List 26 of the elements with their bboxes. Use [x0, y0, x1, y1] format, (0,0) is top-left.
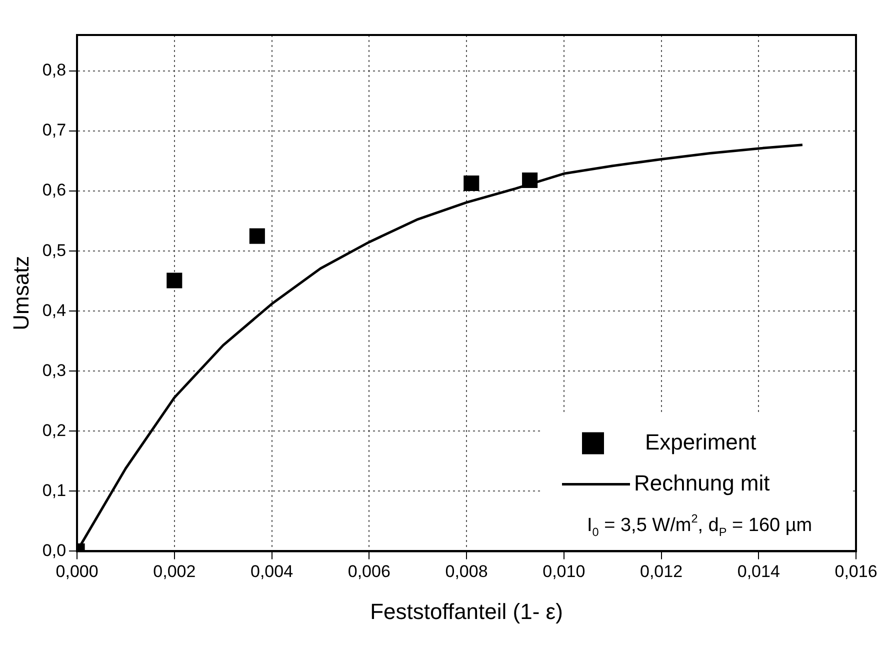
- x-tick-label: 0,008: [445, 562, 488, 582]
- x-tick-label: 0,004: [250, 562, 294, 582]
- y-tick-label: 0,8: [42, 60, 66, 80]
- x-tick-label: 0,010: [542, 562, 586, 582]
- x-tick-label: 0,006: [348, 562, 390, 582]
- y-tick-label: 0,2: [42, 420, 66, 440]
- y-tick-label: 0,7: [42, 120, 66, 140]
- point: [464, 175, 480, 192]
- x-tick-label: 0,000: [56, 562, 98, 582]
- legend-label: Rechnung mit: [634, 470, 770, 496]
- x-axis-title: Feststoffanteil (1- ε): [370, 598, 563, 624]
- y-tick-label: 0,5: [42, 240, 66, 260]
- x-tick-label: 0,012: [640, 562, 683, 582]
- point: [166, 272, 182, 288]
- y-tick-label: 0,6: [42, 180, 66, 200]
- point: [249, 228, 265, 244]
- point: [522, 172, 538, 188]
- x-tick-label: 0,016: [834, 562, 878, 582]
- x-tick-label: 0,014: [737, 562, 780, 582]
- y-tick-label: 0,0: [42, 540, 66, 560]
- y-tick-label: 0,1: [42, 480, 66, 500]
- y-axis-title: Umsatz: [8, 256, 34, 330]
- y-tick-label: 0,3: [42, 360, 66, 380]
- legend-label: Experiment: [645, 429, 756, 454]
- y-tick-label: 0,4: [42, 300, 66, 320]
- x-tick-label: 0,002: [153, 562, 196, 582]
